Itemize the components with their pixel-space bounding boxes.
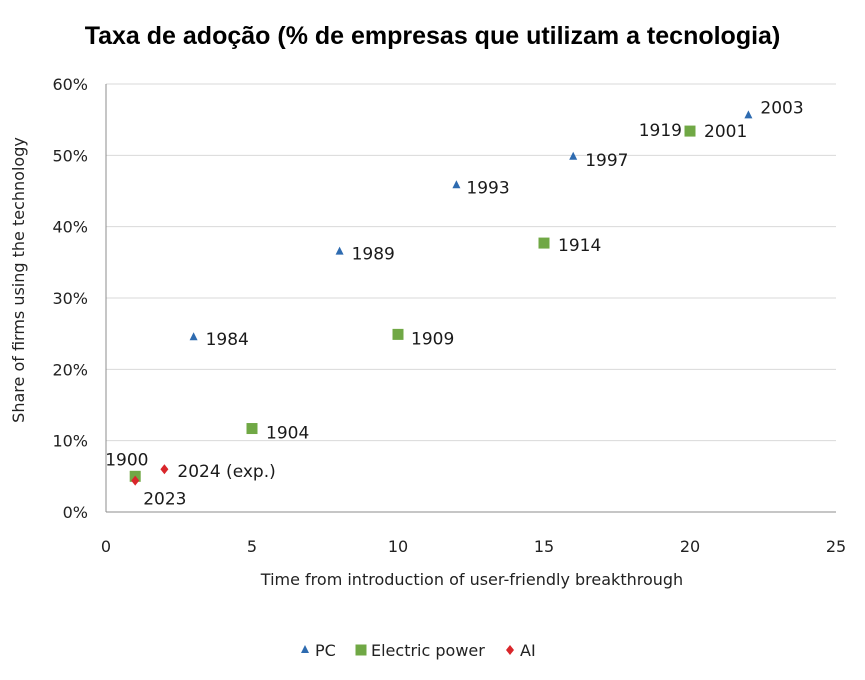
electric-power-point [538, 237, 550, 249]
y-tick-label: 20% [52, 360, 88, 379]
electric-power-point [246, 423, 258, 435]
x-tick-label: 10 [388, 537, 408, 556]
y-tick-label: 40% [52, 218, 88, 237]
pc-point [744, 110, 753, 119]
y-axis-label: Share of firms using the technology [9, 137, 28, 423]
legend-label-ai: AI [520, 641, 536, 660]
y-tick-label: 60% [52, 75, 88, 94]
y-tick-label: 0% [63, 503, 88, 522]
x-tick-label: 25 [826, 537, 846, 556]
point-label: 1919 [639, 121, 682, 141]
legend-marker-electric-power [355, 644, 367, 656]
legend-marker-ai [506, 645, 514, 655]
annotation-label: 2001 [704, 122, 747, 142]
axes [105, 84, 836, 513]
data-points [129, 110, 753, 486]
point-label: 2023 [143, 490, 186, 510]
point-label: 2003 [760, 98, 803, 118]
point-label: 1909 [411, 329, 454, 349]
pc-point [569, 151, 578, 160]
legend: PC Electric power AI [301, 641, 536, 660]
point-label: 1984 [206, 330, 249, 350]
x-tick-label: 5 [247, 537, 257, 556]
pc-point [335, 246, 344, 255]
point-label: 1900 [105, 450, 148, 470]
point-label: 1914 [558, 236, 601, 256]
x-tick-label: 15 [534, 537, 554, 556]
point-label: 1989 [352, 245, 395, 265]
pc-point [452, 180, 461, 189]
y-tick-label: 30% [52, 289, 88, 308]
x-axis-label: Time from introduction of user-friendly … [260, 570, 683, 589]
ai-point [160, 464, 169, 475]
chart-title: Taxa de adoção (% de empresas que utiliz… [84, 22, 781, 50]
ai-point [131, 475, 140, 486]
y-tick-label: 10% [52, 432, 88, 451]
point-label: 2024 (exp.) [177, 462, 275, 482]
point-label: 1997 [585, 151, 628, 171]
point-label: 1904 [266, 424, 309, 444]
x-tick-labels: 0 5 10 15 20 25 [101, 537, 846, 556]
electric-power-point [392, 328, 404, 340]
y-tick-label: 50% [52, 146, 88, 165]
electric-power-point [684, 125, 696, 137]
pc-point [189, 332, 198, 341]
x-tick-label: 0 [101, 537, 111, 556]
legend-marker-pc [301, 645, 309, 653]
point-label: 1993 [466, 178, 509, 198]
y-tick-labels: 0% 10% 20% 30% 40% 50% 60% [52, 75, 88, 522]
legend-label-electric-power: Electric power [371, 641, 485, 660]
grid-lines [106, 83, 836, 442]
data-labels: 1984 1989 1993 1997 2003 1900 1904 1909 1914 1919… [105, 98, 803, 509]
legend-label-pc: PC [315, 641, 336, 660]
x-tick-label: 20 [680, 537, 700, 556]
